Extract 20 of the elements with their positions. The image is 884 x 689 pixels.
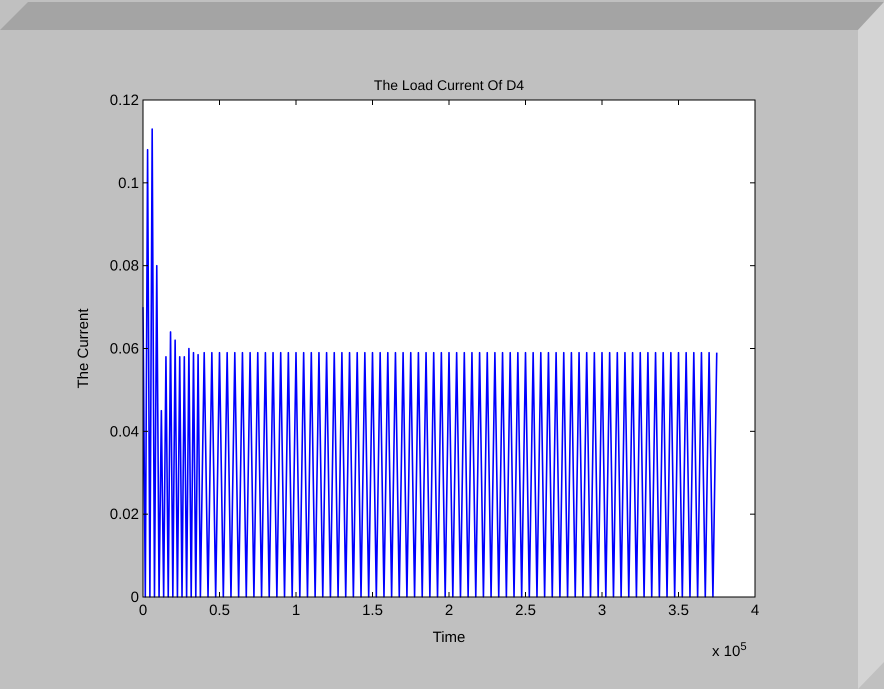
y-tick-label: 0.06 (110, 340, 139, 358)
x-tick-label: 1 (292, 602, 300, 619)
y-tick-label: 0.12 (110, 92, 139, 109)
x-tick-label: 4 (750, 602, 760, 619)
chart-title: The Load Current Of D4 (374, 77, 524, 93)
y-tick-label: 0.08 (110, 258, 139, 275)
y-tick-label: 0.02 (110, 506, 139, 524)
x-tick-label: 1.5 (362, 602, 383, 619)
x-tick-label: 3 (598, 602, 606, 619)
x-axis-title: Time (432, 629, 466, 646)
x-tick-label: 0.5 (209, 602, 230, 619)
y-tick-label: 0 (130, 589, 139, 606)
x-tick-label: 3.5 (668, 602, 689, 619)
x-tick-label: 2 (444, 602, 454, 619)
y-tick-label: 0.1 (118, 174, 139, 192)
line-series (142, 128, 718, 598)
y-axis-title: The Current (75, 308, 92, 389)
y-tick-label: 0.04 (110, 423, 139, 440)
x-tick-label: 2.5 (515, 602, 536, 619)
text: x 10$^{5}$ (712, 641, 747, 660)
